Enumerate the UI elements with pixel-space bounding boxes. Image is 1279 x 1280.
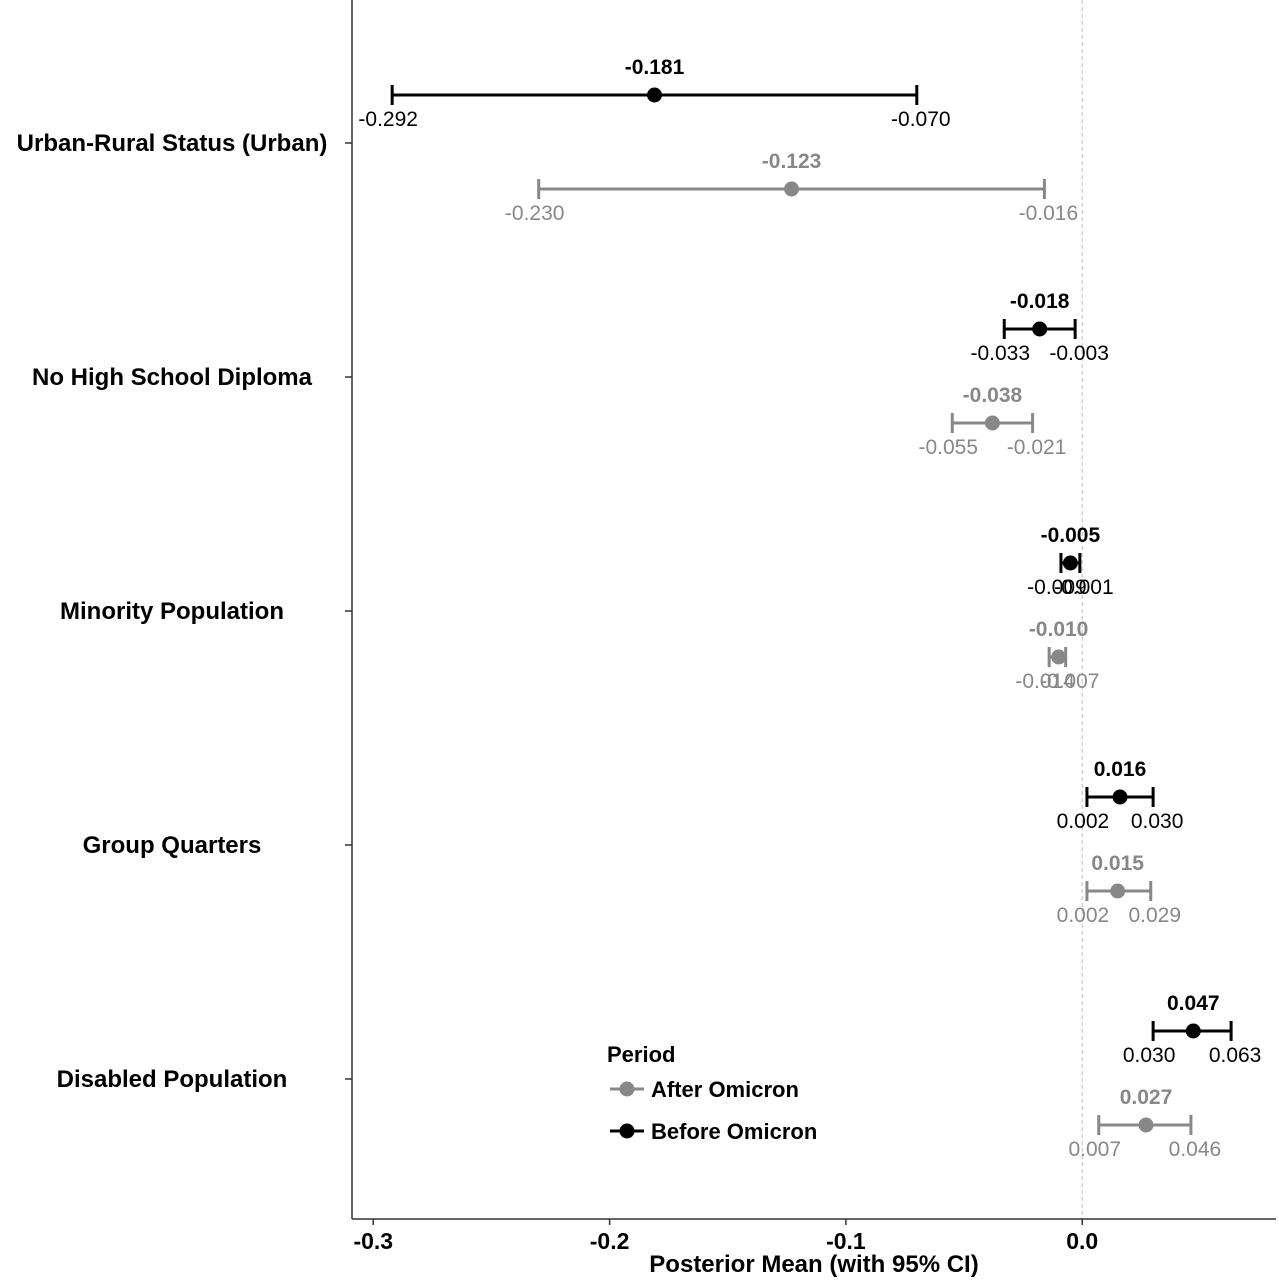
after-omicron-urban-rural-status-urban-upper-label: -0.016 xyxy=(1019,202,1079,225)
before-omicron-disabled-population-lower-label: 0.030 xyxy=(1123,1044,1176,1067)
before-omicron-minority-population-upper-label: -0.001 xyxy=(1054,576,1114,599)
x-tick-label: -0.1 xyxy=(826,1228,866,1254)
after-omicron-minority-population-mean-label: -0.010 xyxy=(1029,618,1089,641)
after-omicron-urban-rural-status-urban-mean-label: -0.123 xyxy=(762,150,822,173)
before-omicron-no-high-school-diploma-mean-point xyxy=(1032,321,1048,337)
before-omicron-minority-population-lower-label: -0.009 xyxy=(1027,576,1087,599)
after-omicron-minority-population-mean-point xyxy=(1051,649,1067,665)
after-omicron-disabled-population-mean-point xyxy=(1138,1117,1154,1133)
before-omicron-disabled-population-mean-label: 0.047 xyxy=(1167,992,1220,1015)
before-omicron-no-high-school-diploma-mean-label: -0.018 xyxy=(1010,290,1070,313)
after-omicron-urban-rural-status-urban-lower-label: -0.230 xyxy=(505,202,565,225)
after-omicron-no-high-school-diploma-mean-label: -0.038 xyxy=(963,384,1023,407)
category-label-urban-rural-status-urban: Urban-Rural Status (Urban) xyxy=(17,130,328,157)
category-label-group-quarters: Group Quarters xyxy=(83,832,262,859)
before-omicron-group-quarters-upper-label: 0.030 xyxy=(1131,810,1184,833)
legend-title: Period xyxy=(607,1042,675,1067)
after-omicron-group-quarters-mean-point xyxy=(1110,883,1126,899)
legend-after-omicron-label: After Omicron xyxy=(651,1077,799,1102)
before-omicron-group-quarters-mean-label: 0.016 xyxy=(1094,758,1147,781)
x-tick-label: 0.0 xyxy=(1066,1228,1098,1254)
after-omicron-no-high-school-diploma-lower-label: -0.055 xyxy=(918,436,978,459)
after-omicron-no-high-school-diploma-upper-label: -0.021 xyxy=(1007,436,1067,459)
after-omicron-disabled-population-mean-label: 0.027 xyxy=(1120,1086,1173,1109)
before-omicron-no-high-school-diploma-upper-label: -0.003 xyxy=(1049,342,1109,365)
legend-before-omicron-marker xyxy=(619,1123,635,1139)
axes-layer: -0.3 -0.2 -0.1 0.0 Posterior Mean (with 95% … xyxy=(17,0,1276,1278)
after-omicron-disabled-population-upper-label: 0.046 xyxy=(1169,1138,1222,1161)
category-label-disabled-population: Disabled Population xyxy=(57,1066,288,1093)
before-omicron-minority-population-mean-label: -0.005 xyxy=(1041,524,1101,547)
before-omicron-disabled-population-mean-point xyxy=(1185,1023,1201,1039)
legend-after-omicron-marker xyxy=(619,1081,635,1097)
category-label-no-high-school-diploma: No High School Diploma xyxy=(32,364,313,391)
legend-before-omicron-label: Before Omicron xyxy=(651,1119,817,1144)
before-omicron-urban-rural-status-urban-mean-point xyxy=(646,87,662,103)
after-omicron-urban-rural-status-urban-mean-point xyxy=(784,181,800,197)
marks-layer: -0.181 -0.292 -0.070 -0.018 -0.033 -0.003 -0.0… xyxy=(358,56,1261,1161)
after-omicron-group-quarters-lower-label: 0.002 xyxy=(1057,904,1110,927)
after-omicron-minority-population-lower-label: -0.014 xyxy=(1015,670,1075,693)
after-omicron-minority-population-upper-label: -0.007 xyxy=(1040,670,1100,693)
before-omicron-group-quarters-lower-label: 0.002 xyxy=(1057,810,1110,833)
x-tick-label: -0.2 xyxy=(590,1228,630,1254)
before-omicron-disabled-population-upper-label: 0.063 xyxy=(1209,1044,1262,1067)
category-label-minority-population: Minority Population xyxy=(60,598,284,625)
after-omicron-group-quarters-mean-label: 0.015 xyxy=(1091,852,1144,875)
after-omicron-no-high-school-diploma-mean-point xyxy=(984,415,1000,431)
before-omicron-urban-rural-status-urban-mean-label: -0.181 xyxy=(625,56,685,79)
x-axis-title: Posterior Mean (with 95% CI) xyxy=(649,1251,978,1278)
after-omicron-disabled-population-lower-label: 0.007 xyxy=(1068,1138,1121,1161)
before-omicron-group-quarters-mean-point xyxy=(1112,789,1128,805)
before-omicron-minority-population-mean-point xyxy=(1062,555,1078,571)
before-omicron-urban-rural-status-urban-upper-label: -0.070 xyxy=(891,108,951,131)
before-omicron-no-high-school-diploma-lower-label: -0.033 xyxy=(970,342,1030,365)
after-omicron-group-quarters-upper-label: 0.029 xyxy=(1128,904,1181,927)
legend: Period After Omicron Before Omicron xyxy=(607,1042,817,1144)
before-omicron-urban-rural-status-urban-lower-label: -0.292 xyxy=(358,108,418,131)
x-tick-label: -0.3 xyxy=(353,1228,393,1254)
